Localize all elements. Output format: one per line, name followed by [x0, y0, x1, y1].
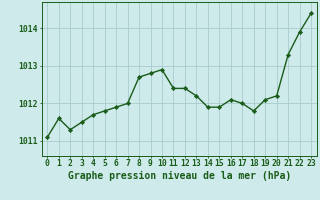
X-axis label: Graphe pression niveau de la mer (hPa): Graphe pression niveau de la mer (hPa) [68, 171, 291, 181]
